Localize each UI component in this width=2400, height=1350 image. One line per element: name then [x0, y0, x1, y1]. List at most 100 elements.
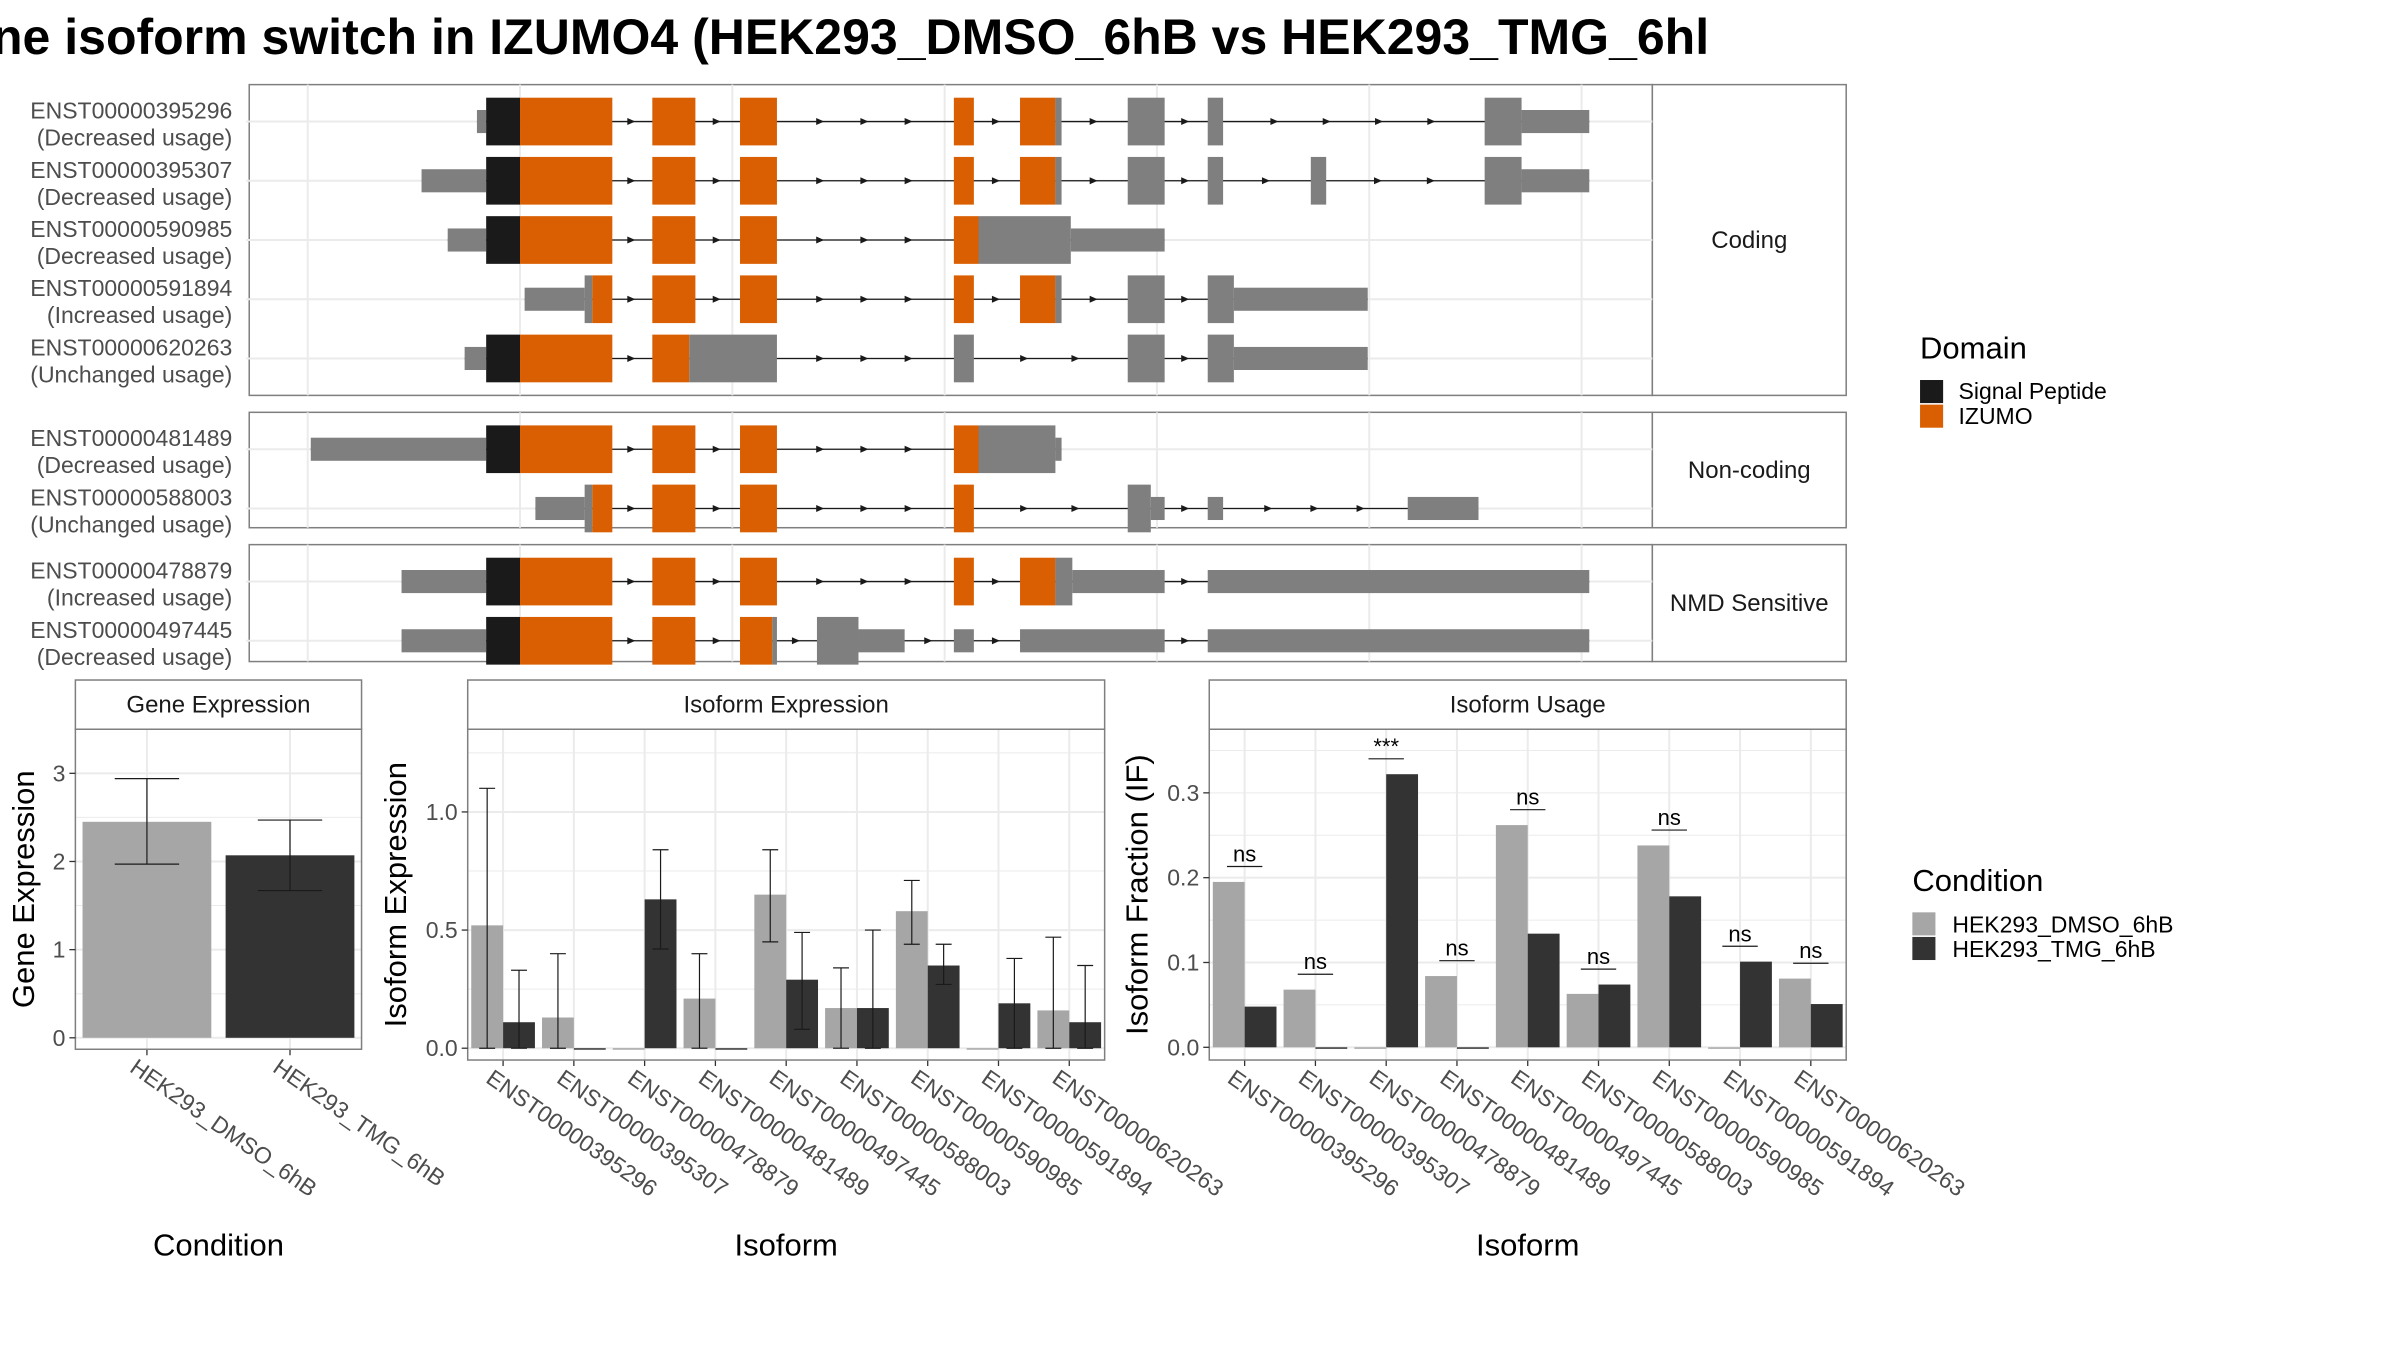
intron-arrow	[1089, 118, 1098, 126]
x-axis-label: Isoform	[734, 1227, 837, 1262]
coding-exon	[1055, 275, 1062, 324]
y-tick-label: 0.0	[1167, 1034, 1199, 1060]
coding-exon	[1207, 156, 1224, 205]
plot-border	[1208, 728, 1847, 1061]
bar	[1810, 1004, 1843, 1048]
utr-exon	[401, 570, 487, 594]
izumo-exon	[652, 557, 696, 606]
x-axis-label: Isoform	[1476, 1227, 1579, 1262]
utr-exon	[1072, 570, 1165, 594]
intron-arrow	[1356, 504, 1365, 512]
izumo-exon	[953, 557, 974, 606]
facet-strip-2	[1651, 543, 1847, 663]
izumo-exon	[953, 275, 974, 324]
intron-arrow	[1181, 354, 1190, 362]
condition-legend-title: Condition	[1912, 863, 2043, 898]
intron-arrow	[1264, 504, 1273, 512]
intron-arrow	[904, 578, 913, 586]
signal-peptide-exon	[486, 616, 521, 665]
intron-arrow	[816, 578, 825, 586]
intron-arrow	[924, 637, 933, 645]
isoform-id-label: ENST00000591894	[30, 275, 232, 301]
utr-exon	[1207, 570, 1590, 594]
intron-arrow	[904, 295, 913, 303]
isoform-expression-chart: Isoform ExpressionENST00000395296ENST000…	[378, 679, 1228, 1262]
coding-exon	[1127, 334, 1165, 383]
coding-exon	[772, 616, 777, 665]
significance-label: ns	[1587, 944, 1610, 969]
intron-arrow	[1071, 354, 1080, 362]
intron-arrow	[627, 445, 636, 453]
domain-legend-title: Domain	[1920, 330, 2027, 365]
y-tick-label: 0.5	[426, 917, 458, 943]
intron-arrow	[904, 354, 913, 362]
intron-arrow	[1089, 295, 1098, 303]
y-tick-label: 3	[53, 760, 66, 786]
intron-arrow	[816, 295, 825, 303]
intron-arrow	[1181, 637, 1190, 645]
izumo-exon	[1020, 97, 1056, 146]
izumo-exon	[953, 97, 974, 146]
isoform-usage-label: (Unchanged usage)	[30, 511, 232, 537]
coding-exon	[1127, 275, 1165, 324]
intron-arrow	[860, 236, 869, 244]
izumo-exon	[652, 216, 696, 264]
intron-arrow	[712, 504, 721, 512]
coding-exon	[584, 275, 593, 324]
intron-arrow	[860, 354, 869, 362]
bar	[1315, 1047, 1348, 1049]
signal-peptide-exon	[486, 216, 521, 264]
bar	[1495, 825, 1528, 1048]
izumo-exon	[652, 97, 696, 146]
izumo-exon	[953, 156, 974, 205]
intron-arrow	[1310, 504, 1319, 512]
intron-arrow	[1181, 578, 1190, 586]
intron-arrow	[1270, 118, 1279, 126]
utr-exon	[1233, 287, 1368, 311]
isoform-usage-label: (Increased usage)	[47, 585, 232, 611]
utr-exon	[858, 629, 905, 653]
utr-exon	[1207, 496, 1224, 521]
significance-label: ns	[1658, 805, 1681, 830]
intron-arrow	[860, 445, 869, 453]
bar	[1212, 881, 1245, 1048]
isoform-id-label: ENST00000478879	[30, 558, 232, 584]
intron-arrow	[1020, 354, 1029, 362]
intron-arrow	[627, 118, 636, 126]
y-axis-label: Isoform Expression	[378, 762, 413, 1027]
x-axis-label: Condition	[153, 1227, 284, 1262]
izumo-exon	[740, 156, 777, 205]
izumo-exon	[520, 156, 613, 205]
bar	[1708, 1047, 1741, 1049]
intron-arrow	[816, 236, 825, 244]
isoform-id-label: ENST00000395296	[30, 98, 232, 124]
chart-title: Isoform Expression	[683, 692, 888, 719]
utr-exon	[401, 629, 487, 653]
isoform-id-label: ENST00000497445	[30, 617, 232, 643]
intron-arrow	[1375, 118, 1384, 126]
intron-arrow	[712, 118, 721, 126]
y-tick-label: 1.0	[426, 799, 458, 825]
intron-arrow	[904, 445, 913, 453]
coding-exon	[1207, 275, 1234, 324]
plot-border	[466, 728, 1106, 1061]
bar	[612, 1048, 645, 1050]
y-tick-label: 0.3	[1167, 780, 1199, 806]
isoform-usage-label: (Increased usage)	[47, 302, 232, 328]
izumo-exon	[1020, 557, 1056, 606]
bar	[1456, 1047, 1489, 1049]
izumo-exon	[740, 216, 777, 264]
intron-arrow	[860, 578, 869, 586]
condition-legend-label: HEK293_DMSO_6hB	[1952, 911, 2173, 937]
significance-label: ns	[1233, 842, 1256, 867]
coding-exon	[1207, 97, 1224, 146]
bar	[1566, 993, 1599, 1048]
intron-arrow	[860, 504, 869, 512]
chart-strip	[74, 679, 363, 730]
izumo-exon	[740, 616, 773, 665]
signal-peptide-exon	[486, 97, 521, 146]
y-tick-label: 0.1	[1167, 949, 1199, 975]
intron-arrow	[904, 118, 913, 126]
